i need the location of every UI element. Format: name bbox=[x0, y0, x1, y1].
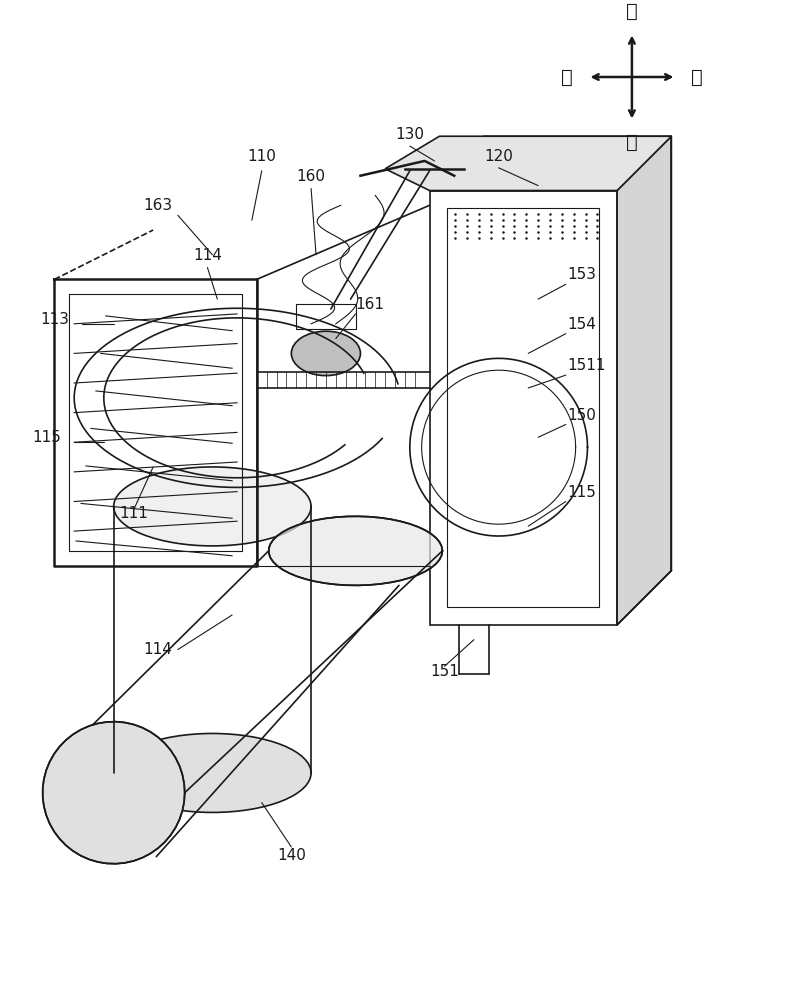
Text: 111: 111 bbox=[119, 506, 148, 521]
Text: 161: 161 bbox=[356, 297, 385, 312]
Ellipse shape bbox=[114, 467, 311, 546]
Text: 154: 154 bbox=[568, 317, 596, 332]
Text: 153: 153 bbox=[568, 267, 596, 282]
Text: 120: 120 bbox=[484, 149, 513, 164]
Polygon shape bbox=[386, 136, 672, 191]
Text: 140: 140 bbox=[277, 848, 306, 863]
Text: 1511: 1511 bbox=[568, 358, 606, 373]
Text: 110: 110 bbox=[247, 149, 276, 164]
Text: 右: 右 bbox=[691, 68, 703, 87]
Text: 130: 130 bbox=[395, 127, 424, 142]
Polygon shape bbox=[430, 136, 672, 191]
Polygon shape bbox=[43, 722, 185, 864]
Text: 151: 151 bbox=[430, 664, 459, 679]
Text: 113: 113 bbox=[40, 312, 69, 327]
Polygon shape bbox=[410, 156, 454, 176]
Text: 160: 160 bbox=[296, 169, 325, 184]
Text: 下: 下 bbox=[626, 133, 638, 152]
Text: 115: 115 bbox=[32, 430, 61, 445]
Text: 上: 上 bbox=[626, 2, 638, 21]
Text: 163: 163 bbox=[144, 198, 173, 213]
Text: 114: 114 bbox=[144, 642, 172, 657]
Ellipse shape bbox=[114, 733, 311, 812]
Polygon shape bbox=[269, 516, 442, 585]
Text: 左: 左 bbox=[561, 68, 573, 87]
Text: 115: 115 bbox=[568, 485, 596, 500]
Text: 114: 114 bbox=[193, 248, 222, 263]
Text: 150: 150 bbox=[568, 408, 596, 423]
Polygon shape bbox=[617, 136, 672, 625]
Ellipse shape bbox=[292, 331, 360, 376]
